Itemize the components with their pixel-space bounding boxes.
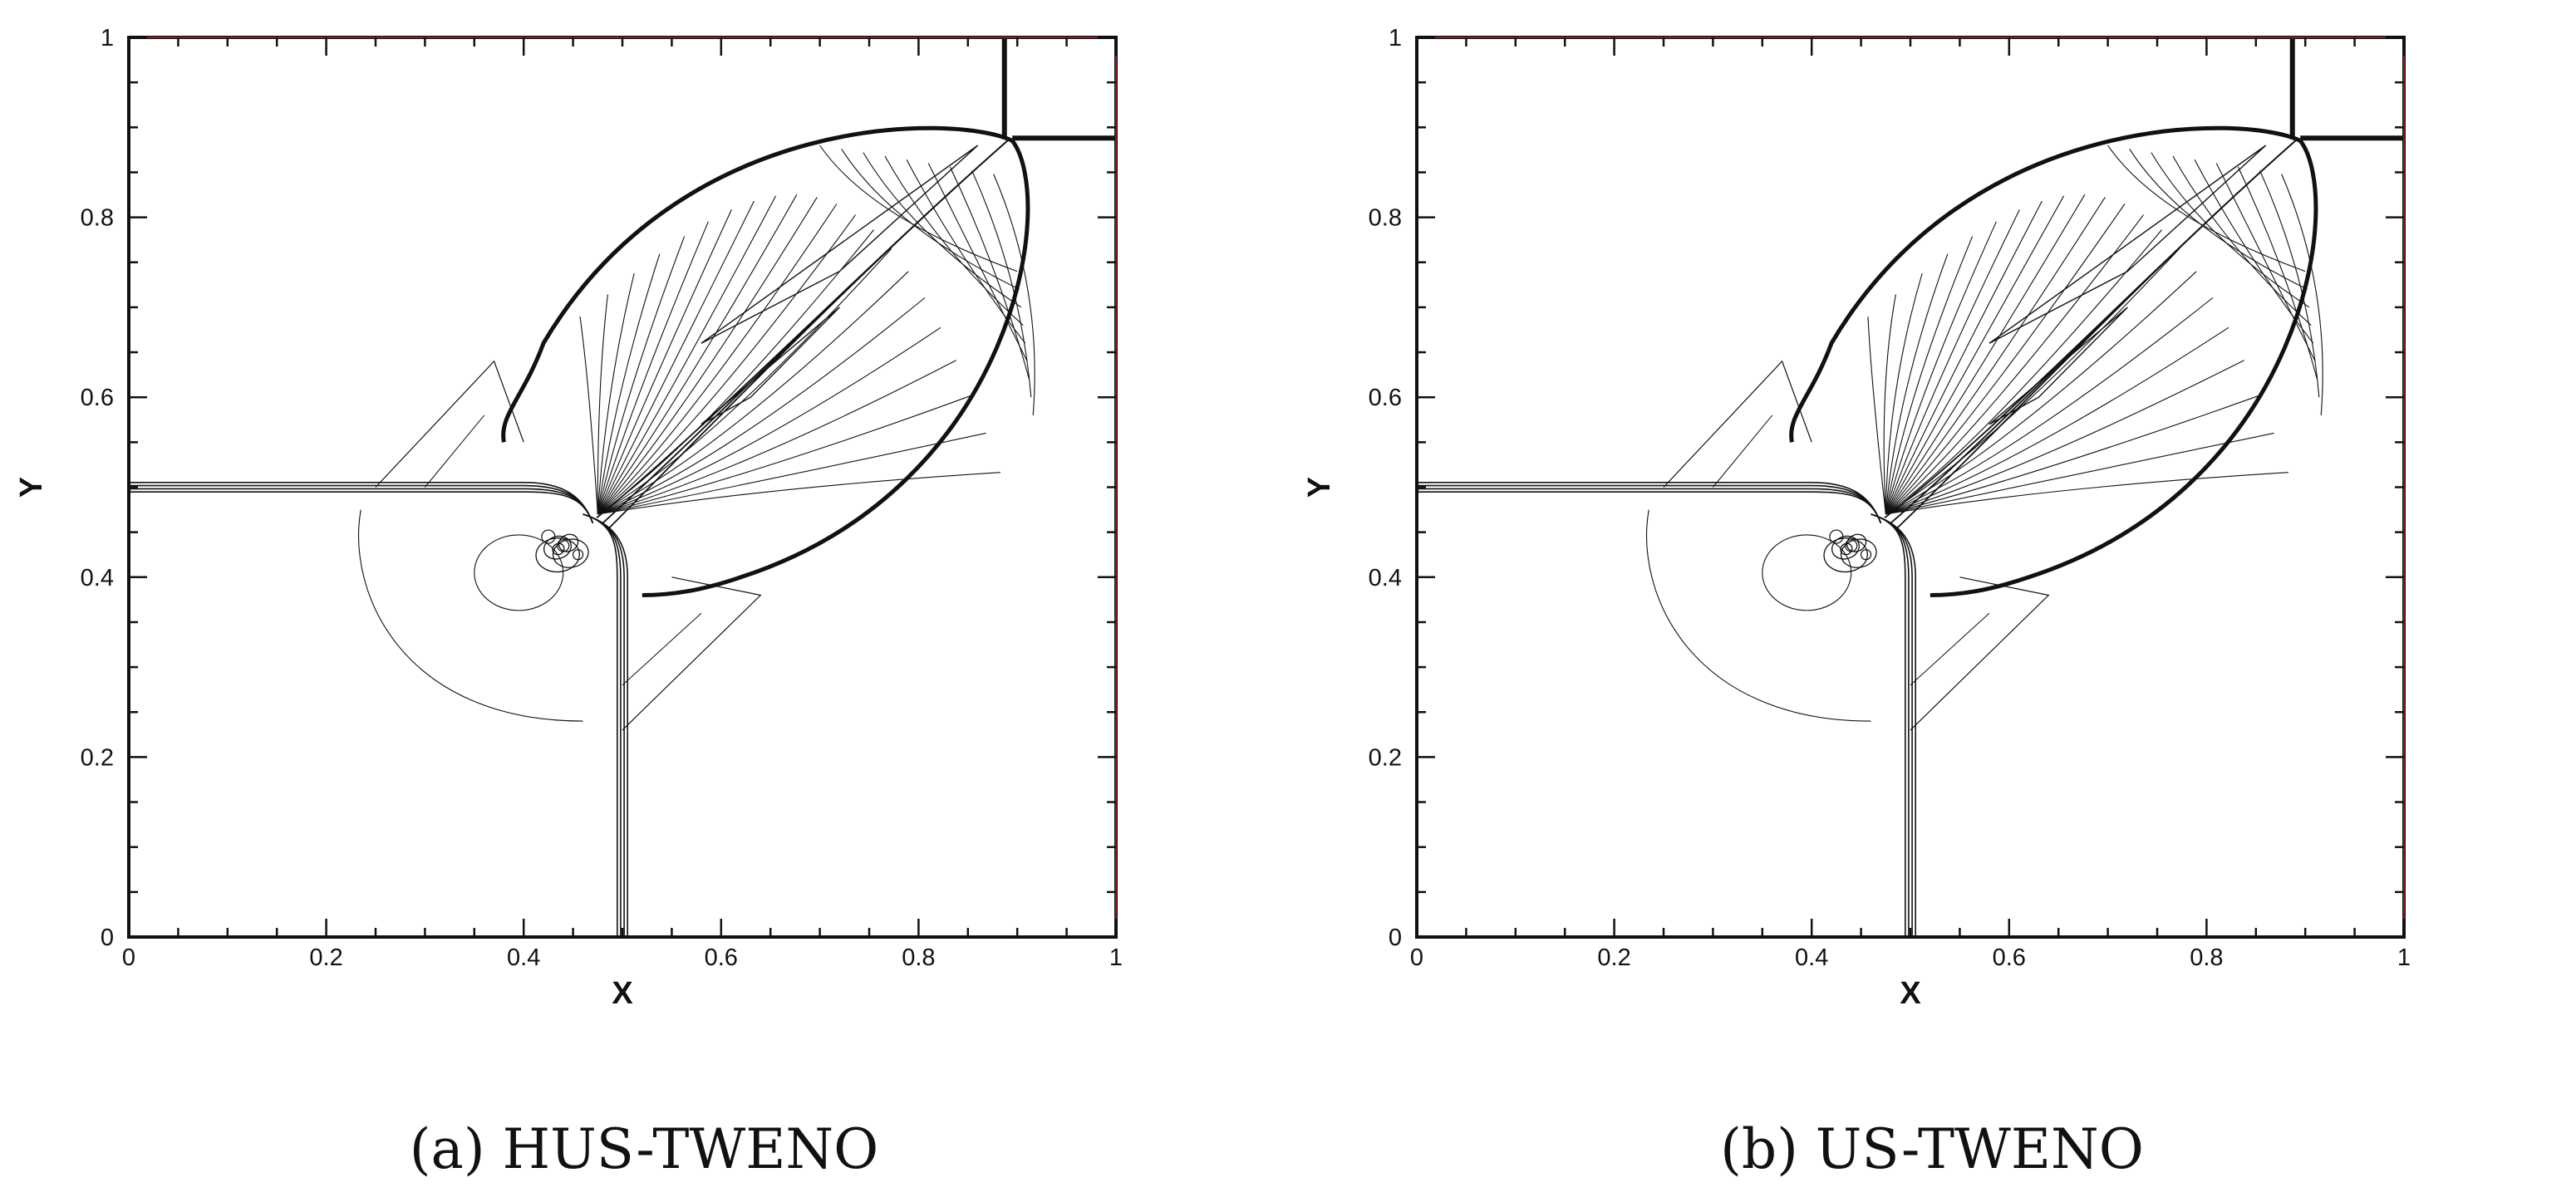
x-tick-label: 0 [122,944,135,971]
y-tick-label: 0.2 [81,744,114,771]
x-axis-label: X [612,976,633,1011]
bow-shock [1789,125,2318,597]
x-tick-label: 1 [1109,944,1123,971]
contour-plot-b: 0 0.2 0.4 0.6 0.8 1 0 0.2 0.4 0.6 0.8 1 X Y [1302,25,2411,1011]
y-tick-label: 0 [1389,925,1402,951]
x-tick-label: 0.6 [705,944,738,971]
y-tick-label: 0.6 [81,385,114,411]
y-tick-label: 0.8 [81,205,114,232]
y-tick-label: 0.4 [81,565,114,591]
caption-b: (b) US-TWENO [1720,1117,2144,1181]
bow-shock [501,125,1030,597]
x-tick-label: 0.2 [1597,944,1630,971]
y-tick-label: 0.6 [1369,385,1402,411]
contour-plot-a: 0 0.2 0.4 0.6 0.8 1 0 0.2 0.4 0.6 0.8 1 X Y [14,25,1123,1011]
contour-lines [1417,37,2404,937]
contour-lines [129,37,1116,937]
x-tick-label: 0.4 [1795,944,1828,971]
y-tick-label: 0 [101,925,114,951]
x-tick-label: 0.6 [1993,944,2026,971]
y-tick-label: 1 [1389,25,1402,52]
caption-a: (a) HUS-TWENO [409,1117,879,1181]
y-tick-label: 0.8 [1369,205,1402,232]
plot-frame [127,36,1118,939]
x-tick-label: 0 [1410,944,1423,971]
y-tick-label: 0.4 [1369,565,1402,591]
x-tick-label: 0.8 [2190,944,2223,971]
x-tick-label: 0.4 [507,944,540,971]
panel-b: 0 0.2 0.4 0.6 0.8 1 0 0.2 0.4 0.6 0.8 1 X Y (b) US-TW… [1288,0,2576,1202]
y-axis-label: Y [1302,477,1337,498]
y-tick-label: 0.2 [1369,744,1402,771]
panel-a: 0 0.2 0.4 0.6 0.8 1 0 0.2 0.4 0.6 0.8 1 X Y (a) HUS-T… [14,25,1123,1181]
plot-frame [1415,36,2406,939]
x-tick-label: 0.8 [902,944,935,971]
x-tick-label: 0.2 [309,944,342,971]
x-axis-label: X [1900,976,1921,1011]
y-axis-label: Y [14,477,49,498]
y-tick-label: 1 [101,25,114,52]
x-tick-label: 1 [2397,944,2411,971]
